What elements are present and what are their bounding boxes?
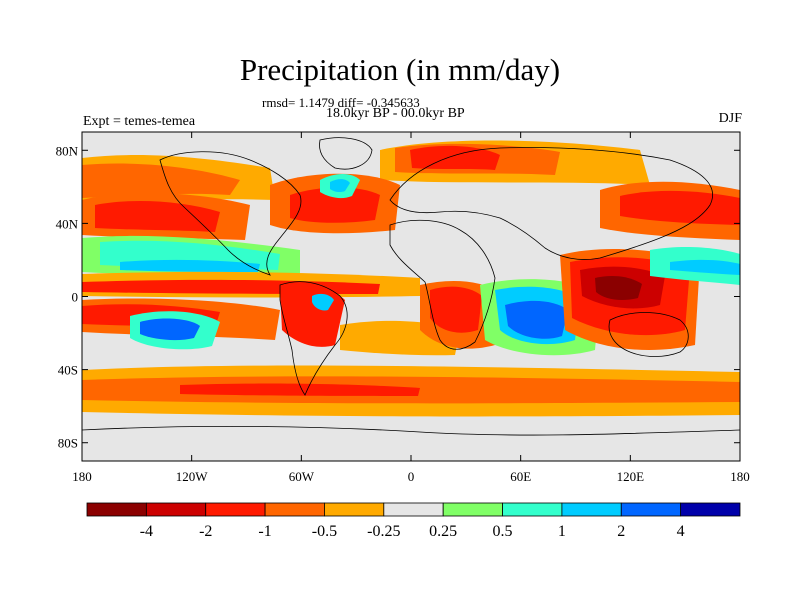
anomaly-region-maritime-dry-peak xyxy=(595,276,642,300)
lon-tick-label: 120E xyxy=(617,469,645,484)
lat-tick-label: 80S xyxy=(58,436,78,451)
map-title: Precipitation (in mm/day) xyxy=(239,52,561,87)
colorbar-label: 2 xyxy=(617,523,625,540)
anomaly-region-pacific-stormtrack-core xyxy=(95,200,220,232)
colorbar-label: 0.5 xyxy=(493,523,513,540)
colorbar-swatch xyxy=(442,502,503,517)
anomaly-region-west-pacific-wet-core xyxy=(670,259,740,275)
colorbar-swatch xyxy=(561,502,622,517)
period-subtitle: 18.0kyr BP - 00.0kyr BP xyxy=(326,106,465,121)
lon-tick-label: 0 xyxy=(408,469,415,484)
lon-tick-label: 180 xyxy=(72,469,92,484)
anomaly-region-southern-ocean-dry-strip xyxy=(180,383,420,396)
colorbar-label: 1 xyxy=(558,523,566,540)
colorbar-label: -2 xyxy=(199,523,212,540)
colorbar-swatch xyxy=(205,502,266,517)
colorbar-swatch xyxy=(680,502,741,517)
colorbar-label: 4 xyxy=(677,523,685,540)
anomaly-region-indian-ocean-wet-center xyxy=(505,300,568,339)
stats-text: rmsd= 1.1479 diff= -0.345633 xyxy=(262,95,420,110)
longitude-axis: 180 120W 60W 0 60E 120E 180 xyxy=(72,132,750,484)
colorbar-swatch xyxy=(264,502,325,517)
coastline-africa xyxy=(389,219,496,350)
colorbar-label: -4 xyxy=(140,523,153,540)
anomaly-region-east-asia-dry-core xyxy=(620,190,740,225)
anomaly-region-amazon-wet xyxy=(312,293,334,311)
lat-tick-label: 0 xyxy=(72,290,79,305)
colorbar-swatch xyxy=(86,502,147,517)
lat-tick-label: 40S xyxy=(58,363,78,378)
coastline-eurasia xyxy=(389,147,713,260)
colorbar-label: -0.25 xyxy=(367,523,400,540)
colorbar-swatch xyxy=(620,502,682,517)
experiment-label: Expt = temes-temea xyxy=(83,114,196,129)
anomaly-region-north-pacific-core xyxy=(82,163,240,198)
colorbar: -4 -2 -1 -0.5 -0.25 0.25 0.5 1 2 4 xyxy=(86,502,741,540)
colorbar-swatch xyxy=(502,502,563,517)
coastlines xyxy=(82,137,740,436)
map-field xyxy=(82,132,740,461)
colorbar-swatch xyxy=(324,502,385,517)
colorbar-swatch xyxy=(383,502,444,517)
latitude-axis: 80N 40N 0 40S 80S xyxy=(56,143,740,451)
coastline-greenland xyxy=(319,137,373,170)
colorbar-label: -1 xyxy=(258,523,271,540)
coastline-antarctica xyxy=(82,425,740,436)
anomaly-region-atlantic-wet-core xyxy=(330,179,350,193)
lon-tick-label: 120W xyxy=(176,469,209,484)
coastline-north-america xyxy=(159,151,302,276)
colorbar-label: -0.5 xyxy=(312,523,337,540)
coastline-australia xyxy=(608,312,689,357)
colorbar-label: 0.25 xyxy=(429,523,457,540)
lat-tick-label: 40N xyxy=(56,216,79,231)
lon-tick-label: 60W xyxy=(289,469,315,484)
lat-tick-label: 80N xyxy=(56,143,79,158)
lon-tick-label: 60E xyxy=(510,469,531,484)
season-label: DJF xyxy=(718,111,742,126)
anomaly-region-atlantic-stormtrack-core xyxy=(290,187,380,223)
anomaly-region-npac-tropical-wet-center xyxy=(120,259,260,272)
coastline-south-america xyxy=(279,281,348,396)
lon-tick-label: 180 xyxy=(730,469,750,484)
anomaly-region-south-pacific-wet-core xyxy=(140,318,200,341)
colorbar-swatch xyxy=(145,502,207,517)
anomaly-region-africa-equator-dry-core xyxy=(430,286,482,333)
